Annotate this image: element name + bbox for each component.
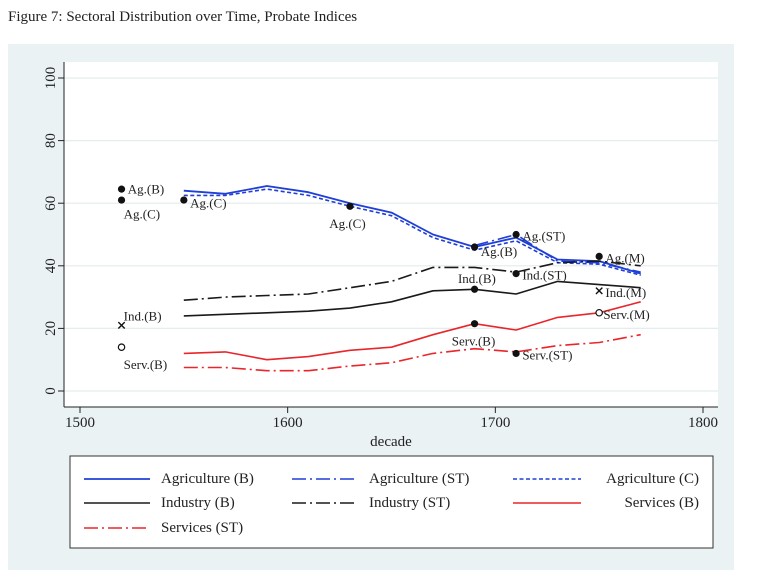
annotation-label: Ag.(B) bbox=[128, 182, 164, 197]
data-point-dot bbox=[470, 285, 479, 293]
legend-label: Industry (B) bbox=[161, 495, 235, 511]
plot-area bbox=[64, 62, 718, 407]
annotation-label: Ag.(C) bbox=[190, 196, 226, 211]
data-point-dot bbox=[117, 196, 126, 204]
data-point-dot bbox=[512, 270, 520, 278]
annotation-label: Ind.(ST) bbox=[522, 268, 566, 283]
y-tick-label: 60 bbox=[43, 196, 59, 211]
series-line-1 bbox=[474, 233, 641, 273]
x-tick-label: 1800 bbox=[688, 415, 718, 431]
annotation-label: Serv.(B) bbox=[452, 333, 496, 348]
data-point-x bbox=[595, 287, 603, 295]
y-tick-label: 20 bbox=[43, 321, 59, 336]
annotation-label: Ag.(C) bbox=[124, 207, 160, 222]
legend-label: Agriculture (B) bbox=[161, 471, 254, 487]
series-line-6 bbox=[183, 333, 641, 372]
x-tick-label: 1700 bbox=[480, 415, 510, 431]
y-tick-label: 0 bbox=[43, 387, 59, 395]
data-point-dot bbox=[512, 349, 520, 358]
data-point-x bbox=[117, 321, 126, 329]
gridlines bbox=[64, 77, 718, 392]
series-line-3 bbox=[183, 280, 641, 317]
legend-label: Services (ST) bbox=[161, 520, 243, 536]
legend-label: Services (B) bbox=[624, 495, 699, 511]
y-tick-label: 80 bbox=[43, 133, 59, 148]
data-point-circle bbox=[595, 308, 603, 317]
annotation-label: Ag.(M) bbox=[605, 250, 644, 265]
axes: 0 20 40 60 80 100 1500 1600 1700 1800 bbox=[43, 62, 718, 431]
data-point-dot bbox=[595, 252, 603, 261]
marker-layer bbox=[117, 185, 603, 358]
annotation-label: Ag.(B) bbox=[481, 244, 517, 259]
annotation-label: Serv.(M) bbox=[603, 307, 649, 322]
annotation-label: Ind.(B) bbox=[124, 308, 162, 323]
annotation-label: Serv.(B) bbox=[124, 357, 168, 372]
series-line-5 bbox=[183, 301, 641, 361]
legend: Agriculture (B) Agriculture (ST) Agricultu… bbox=[69, 455, 714, 549]
annotation-label: Ind.(B) bbox=[458, 271, 496, 286]
legend-box bbox=[69, 455, 714, 549]
series-line-4 bbox=[183, 260, 641, 301]
legend-label: Industry (ST) bbox=[369, 495, 450, 511]
annotation-label: Ind.(M) bbox=[605, 285, 646, 300]
data-point-dot bbox=[512, 230, 520, 239]
x-axis-label: decade bbox=[370, 434, 412, 450]
data-point-dot bbox=[346, 202, 354, 210]
annotation-label: Ag.(C) bbox=[329, 216, 365, 231]
series-layer bbox=[183, 185, 641, 372]
annotation-label: Serv.(ST) bbox=[522, 348, 572, 363]
series-line-0 bbox=[183, 185, 641, 275]
legend-label: Agriculture (ST) bbox=[369, 471, 469, 487]
annotation-label: Ag.(ST) bbox=[522, 229, 565, 244]
y-tick-label: 100 bbox=[43, 67, 59, 90]
data-point-dot bbox=[470, 243, 479, 251]
data-point-circle bbox=[117, 343, 126, 351]
y-tick-label: 40 bbox=[43, 258, 59, 273]
data-point-dot bbox=[117, 185, 126, 193]
legend-label: Agriculture (C) bbox=[606, 471, 699, 487]
data-point-dot bbox=[180, 196, 188, 204]
figure-title: Figure 7: Sectoral Distribution over Tim… bbox=[8, 9, 358, 25]
data-point-dot bbox=[470, 320, 479, 328]
annotation-layer: Ag.(B) Ag.(C) Ag.(C) Ag.(C) Ag.(B) Ag.(ST) Ag.… bbox=[124, 182, 650, 372]
x-tick-label: 1600 bbox=[273, 415, 303, 431]
x-tick-label: 1500 bbox=[65, 415, 95, 431]
